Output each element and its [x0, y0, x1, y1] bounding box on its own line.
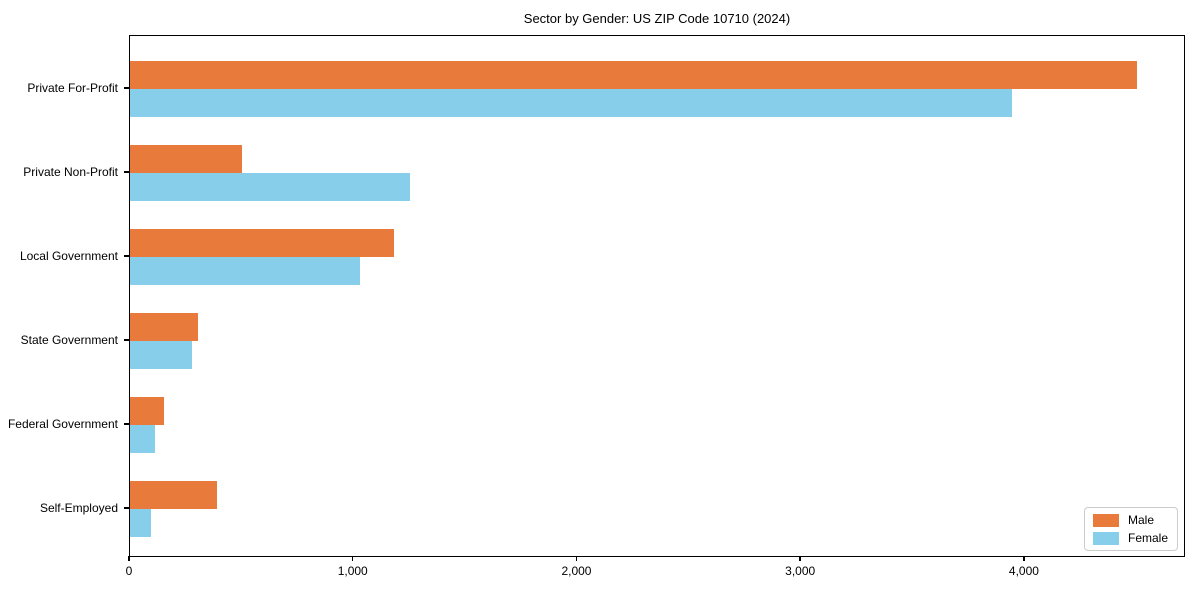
- x-tick-label-4,000: 4,000: [1008, 564, 1039, 578]
- plot-area: [129, 35, 1185, 557]
- y-tick-mark-local-government: [124, 255, 129, 257]
- y-tick-mark-self-employed: [124, 507, 129, 509]
- x-tick-mark-2,000: [575, 556, 578, 561]
- plot-bars-container: [130, 36, 1184, 556]
- y-tick-mark-state-government: [124, 339, 129, 341]
- y-tick-label-state-government: State Government: [20, 333, 118, 347]
- female-series-swatch-icon: [1092, 531, 1119, 545]
- bar-male-private-for-profit: [130, 61, 1137, 89]
- bar-female-local-government: [130, 257, 361, 285]
- y-tick-label-private-non-profit: Private Non-Profit: [23, 165, 118, 179]
- bar-male-private-non-profit: [130, 145, 242, 173]
- chart-legend: Male Female: [1083, 507, 1178, 551]
- y-tick-label-private-for-profit: Private For-Profit: [27, 81, 118, 95]
- y-tick-label-federal-government: Federal Government: [7, 417, 118, 431]
- legend-item-male: Male: [1092, 513, 1168, 527]
- x-tick-label-3,000: 3,000: [785, 564, 816, 578]
- bar-male-local-government: [130, 229, 394, 257]
- bar-female-private-non-profit: [130, 173, 410, 201]
- x-tick-mark-1,000: [351, 556, 354, 561]
- x-tick-label-0: 0: [125, 564, 133, 578]
- bar-male-self-employed: [130, 481, 218, 509]
- y-tick-mark-federal-government: [124, 423, 129, 425]
- bar-male-state-government: [130, 313, 199, 341]
- legend-label-male: Male: [1127, 513, 1154, 527]
- y-tick-mark-private-for-profit: [124, 87, 129, 89]
- x-tick-mark-0: [128, 556, 130, 561]
- x-tick-mark-3,000: [799, 556, 801, 561]
- y-tick-label-self-employed: Self-Employed: [39, 501, 118, 515]
- bar-female-federal-government: [130, 425, 155, 453]
- bar-female-private-for-profit: [130, 89, 1012, 117]
- x-tick-label-2,000: 2,000: [561, 564, 592, 578]
- x-tick-mark-4,000: [1023, 556, 1025, 561]
- bar-male-federal-government: [130, 397, 164, 425]
- legend-item-female: Female: [1092, 531, 1168, 545]
- x-tick-label-1,000: 1,000: [337, 564, 368, 578]
- bar-female-state-government: [130, 341, 192, 369]
- chart-title: Sector by Gender: US ZIP Code 10710 (202…: [523, 11, 791, 26]
- bar-female-self-employed: [130, 509, 152, 537]
- legend-label-female: Female: [1127, 531, 1168, 545]
- male-series-swatch-icon: [1092, 513, 1119, 527]
- y-tick-label-local-government: Local Government: [19, 249, 118, 263]
- y-tick-mark-private-non-profit: [124, 171, 129, 173]
